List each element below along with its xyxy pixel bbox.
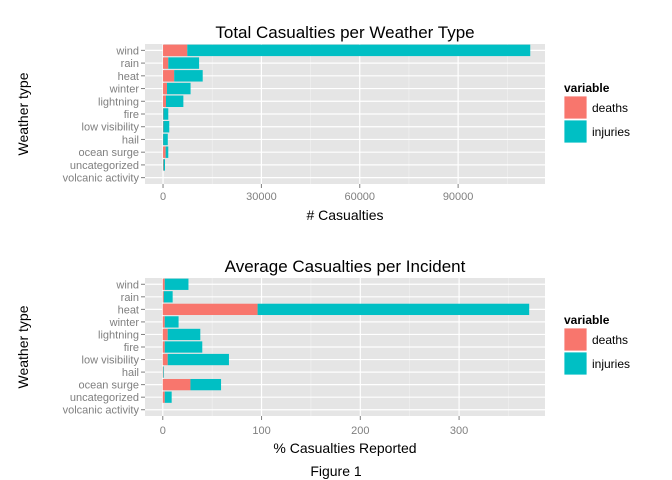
bar-injuries-wind	[187, 44, 531, 57]
x-tick-label: 300	[450, 425, 468, 437]
bar-deaths-uncategorized	[162, 391, 165, 403]
y-tick-label: rain	[121, 58, 139, 70]
x-axis-label: % Casualties Reported	[273, 440, 416, 456]
x-tick-label: 60000	[344, 191, 375, 203]
bar-deaths-fire	[162, 341, 165, 353]
y-tick-label: lightning	[98, 329, 139, 341]
legend: variable deaths injuries	[563, 313, 630, 376]
bar-deaths-low-visibility	[162, 353, 168, 366]
figure-caption: Figure 1	[310, 463, 362, 479]
y-tick-label: uncategorized	[70, 392, 139, 404]
bar-injuries-lightning	[165, 95, 184, 107]
bar-injuries-lightning	[167, 328, 201, 341]
bar-deaths-uncategorized	[163, 159, 164, 171]
bar-injuries-uncategorized	[164, 391, 172, 403]
bar-deaths-ocean-surge	[162, 378, 191, 391]
legend-title: variable	[564, 81, 610, 95]
y-tick-label: uncategorized	[70, 160, 139, 172]
y-tick-label: low visibility	[82, 355, 140, 367]
bars	[163, 44, 531, 171]
bar-injuries-winter	[166, 82, 191, 95]
bar-deaths-rain	[162, 291, 164, 303]
bar-injuries-ocean-surge	[190, 378, 222, 391]
legend: variable deaths injuries	[563, 81, 630, 144]
x-axis-label: # Casualties	[306, 207, 383, 223]
x-tick-label: 30000	[246, 191, 277, 203]
bar-deaths-low-visibility	[163, 121, 164, 133]
bar-injuries-ocean-surge	[165, 146, 169, 158]
bar-injuries-winter	[164, 316, 179, 328]
y-tick-label: winter	[109, 84, 140, 96]
y-tick-label: lightning	[98, 96, 139, 108]
bar-injuries-rain	[168, 57, 200, 69]
legend-swatch-injuries	[563, 351, 588, 376]
bar-deaths-hail	[162, 366, 164, 378]
bar-deaths-lightning	[162, 328, 168, 341]
bar-injuries-wind	[164, 278, 189, 290]
legend-label-deaths: deaths	[592, 101, 628, 115]
chart-2: Average Casualties per Incidentwindrainh…	[15, 257, 630, 456]
y-tick-label: volcanic activity	[63, 405, 140, 417]
y-tick-label: fire	[124, 109, 139, 121]
x-tick-label: 0	[160, 425, 166, 437]
y-tick-label: wind	[115, 45, 139, 57]
chart-1: Total Casualties per Weather Type windrai…	[15, 23, 630, 223]
x-tick-label: 0	[160, 191, 166, 203]
bar-injuries-hail	[163, 133, 168, 146]
bar-injuries-hail	[163, 366, 164, 378]
chart-title: Total Casualties per Weather Type	[215, 23, 474, 42]
bar-deaths-wind	[163, 44, 188, 57]
bar-deaths-rain	[163, 57, 169, 69]
bars	[162, 278, 530, 403]
bar-deaths-lightning	[163, 95, 166, 107]
legend-swatch-deaths	[563, 95, 588, 120]
bar-deaths-heat	[162, 303, 258, 316]
legend-title: variable	[564, 313, 610, 327]
bar-deaths-winter	[162, 316, 165, 328]
x-tick-label: 100	[252, 425, 270, 437]
bar-deaths-fire	[163, 108, 164, 120]
bar-injuries-fire	[164, 341, 203, 353]
legend-label-injuries: injuries	[592, 357, 630, 371]
y-axis-label: Weather type	[15, 305, 31, 388]
chart-title: Average Casualties per Incident	[225, 257, 466, 276]
bar-deaths-heat	[163, 70, 175, 82]
y-axis-label: Weather type	[15, 72, 31, 155]
y-tick-label: winter	[109, 317, 140, 329]
bar-injuries-heat	[257, 303, 530, 316]
bar-deaths-ocean-surge	[163, 146, 166, 158]
y-tick-label: low visibility	[82, 122, 140, 134]
y-tick-label: heat	[118, 71, 139, 83]
y-tick-label: ocean surge	[78, 147, 139, 159]
bar-deaths-wind	[162, 278, 165, 290]
y-tick-label: volcanic activity	[63, 173, 140, 185]
y-tick-label: hail	[122, 367, 139, 379]
legend-label-deaths: deaths	[592, 333, 628, 347]
legend-swatch-injuries	[563, 119, 588, 144]
y-tick-label: ocean surge	[78, 380, 139, 392]
legend-swatch-deaths	[563, 327, 588, 352]
y-tick-label: wind	[115, 279, 139, 291]
bar-injuries-rain	[163, 291, 173, 303]
bar-injuries-heat	[174, 70, 203, 82]
x-tick-label: 200	[351, 425, 369, 437]
y-tick-label: rain	[121, 292, 139, 304]
bar-deaths-winter	[163, 82, 167, 95]
legend-label-injuries: injuries	[592, 125, 630, 139]
bar-injuries-uncategorized	[163, 159, 165, 171]
x-tick-label: 90000	[443, 191, 474, 203]
bar-injuries-low-visibility	[167, 353, 229, 366]
bar-injuries-fire	[163, 108, 169, 120]
y-tick-label: heat	[118, 304, 139, 316]
y-tick-label: fire	[124, 342, 139, 354]
bar-injuries-low-visibility	[163, 121, 170, 133]
y-tick-label: hail	[122, 134, 139, 146]
